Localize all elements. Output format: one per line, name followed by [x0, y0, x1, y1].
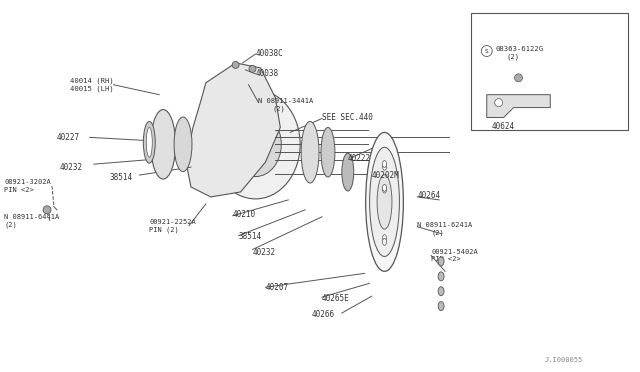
Polygon shape — [487, 95, 550, 118]
Text: 08921-3202A: 08921-3202A — [4, 179, 51, 185]
Text: J.I000055: J.I000055 — [545, 357, 583, 363]
Text: 40038C: 40038C — [255, 48, 284, 58]
Ellipse shape — [342, 153, 354, 191]
Ellipse shape — [365, 132, 403, 271]
Text: (2): (2) — [507, 54, 520, 60]
Ellipse shape — [151, 110, 175, 179]
Circle shape — [43, 206, 51, 214]
Text: N 08911-3441A: N 08911-3441A — [259, 97, 314, 104]
Ellipse shape — [377, 174, 392, 229]
Circle shape — [481, 45, 492, 57]
Text: N 08911-6241A: N 08911-6241A — [417, 222, 472, 228]
Text: 38514: 38514 — [239, 232, 262, 241]
Text: (2): (2) — [431, 230, 444, 236]
Ellipse shape — [383, 185, 387, 191]
Text: 40232: 40232 — [253, 248, 276, 257]
Text: PIN <2>: PIN <2> — [4, 187, 34, 193]
Circle shape — [495, 99, 502, 107]
Text: 40266: 40266 — [312, 310, 335, 318]
Circle shape — [232, 61, 239, 68]
Ellipse shape — [383, 163, 387, 170]
Text: 40227: 40227 — [57, 133, 80, 142]
Ellipse shape — [370, 147, 399, 256]
Polygon shape — [186, 63, 280, 197]
Ellipse shape — [383, 160, 387, 167]
Bar — [471, 13, 628, 131]
Text: 40232: 40232 — [60, 163, 83, 171]
Text: (2): (2) — [273, 105, 285, 112]
Text: 40222: 40222 — [348, 154, 371, 163]
Text: (2): (2) — [4, 221, 17, 228]
Ellipse shape — [438, 257, 444, 266]
Ellipse shape — [383, 186, 387, 193]
Text: 40265E: 40265E — [322, 294, 349, 303]
Ellipse shape — [438, 287, 444, 296]
Text: 40038: 40038 — [255, 69, 278, 78]
Circle shape — [249, 65, 256, 73]
Circle shape — [515, 74, 522, 82]
Ellipse shape — [211, 90, 300, 199]
Ellipse shape — [143, 122, 156, 163]
Ellipse shape — [230, 112, 282, 177]
Ellipse shape — [147, 128, 152, 157]
Ellipse shape — [383, 238, 387, 245]
Ellipse shape — [174, 117, 192, 171]
Text: 00921-2252A: 00921-2252A — [149, 219, 196, 225]
Ellipse shape — [438, 272, 444, 281]
Text: S: S — [485, 48, 488, 54]
Text: PIN <2>: PIN <2> — [431, 256, 461, 263]
Text: 40210: 40210 — [233, 210, 256, 219]
Text: 40014 (RH)
40015 (LH): 40014 (RH) 40015 (LH) — [70, 78, 114, 92]
Text: 40264: 40264 — [417, 192, 440, 201]
Ellipse shape — [438, 302, 444, 311]
Text: N 08911-6441A: N 08911-6441A — [4, 214, 60, 220]
Ellipse shape — [301, 122, 319, 183]
Ellipse shape — [383, 235, 387, 242]
Text: PIN (2): PIN (2) — [149, 227, 179, 233]
Text: 08363-6122G: 08363-6122G — [495, 46, 544, 52]
Text: 40202M: 40202M — [372, 171, 399, 180]
Ellipse shape — [321, 128, 335, 177]
Text: 00921-5402A: 00921-5402A — [431, 248, 478, 254]
Text: 38514: 38514 — [109, 173, 132, 182]
Text: SEE SEC.440: SEE SEC.440 — [322, 113, 373, 122]
Text: 40624: 40624 — [492, 122, 515, 131]
Text: 40207: 40207 — [266, 283, 289, 292]
